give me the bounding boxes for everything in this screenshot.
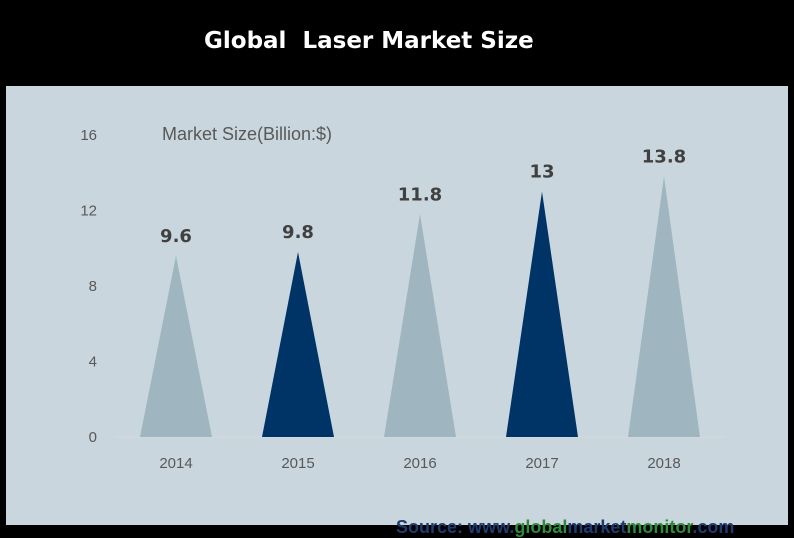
y-tick-label: 4 <box>89 354 97 371</box>
y-tick-label: 0 <box>89 429 97 446</box>
bar-2015 <box>262 252 334 437</box>
data-label: 11.8 <box>398 184 442 205</box>
bar-2017 <box>506 191 578 437</box>
source-monitor: monitor <box>626 517 693 537</box>
x-tick-label: 2017 <box>525 455 558 472</box>
source-prefix: Source: www. <box>396 517 515 537</box>
x-tick-label: 2018 <box>647 455 680 472</box>
bar-2016 <box>384 214 456 437</box>
y-tick-label: 8 <box>89 278 97 295</box>
data-label: 9.6 <box>160 226 192 247</box>
source-market: market <box>567 517 627 537</box>
source-suffix: .com <box>692 517 735 537</box>
y-tick-label: 16 <box>80 127 97 144</box>
chart-header: Global Laser Market Size <box>0 0 794 86</box>
x-tick-label: 2014 <box>159 455 192 472</box>
y-tick-label: 12 <box>80 203 97 220</box>
data-label: 13 <box>529 162 554 183</box>
bar-2018 <box>628 176 700 437</box>
y-axis-ticks: 0 4 8 12 16 <box>80 127 97 446</box>
chart-title: Global Laser Market Size <box>204 28 534 54</box>
bar-2014 <box>140 255 212 437</box>
x-tick-label: 2015 <box>281 455 314 472</box>
data-label: 9.8 <box>282 222 314 243</box>
x-axis-ticks: 2014 2015 2016 2017 2018 <box>159 455 680 472</box>
x-tick-label: 2016 <box>403 455 436 472</box>
source-credit[interactable]: Source: www.globalmarketmonitor.com <box>386 496 734 538</box>
data-label: 13.8 <box>642 147 686 168</box>
source-global: global <box>514 517 568 537</box>
bars <box>140 176 700 437</box>
y-axis-label: Market Size(Billion:$) <box>162 124 332 144</box>
data-labels: 9.6 9.8 11.8 13 13.8 <box>160 147 686 247</box>
